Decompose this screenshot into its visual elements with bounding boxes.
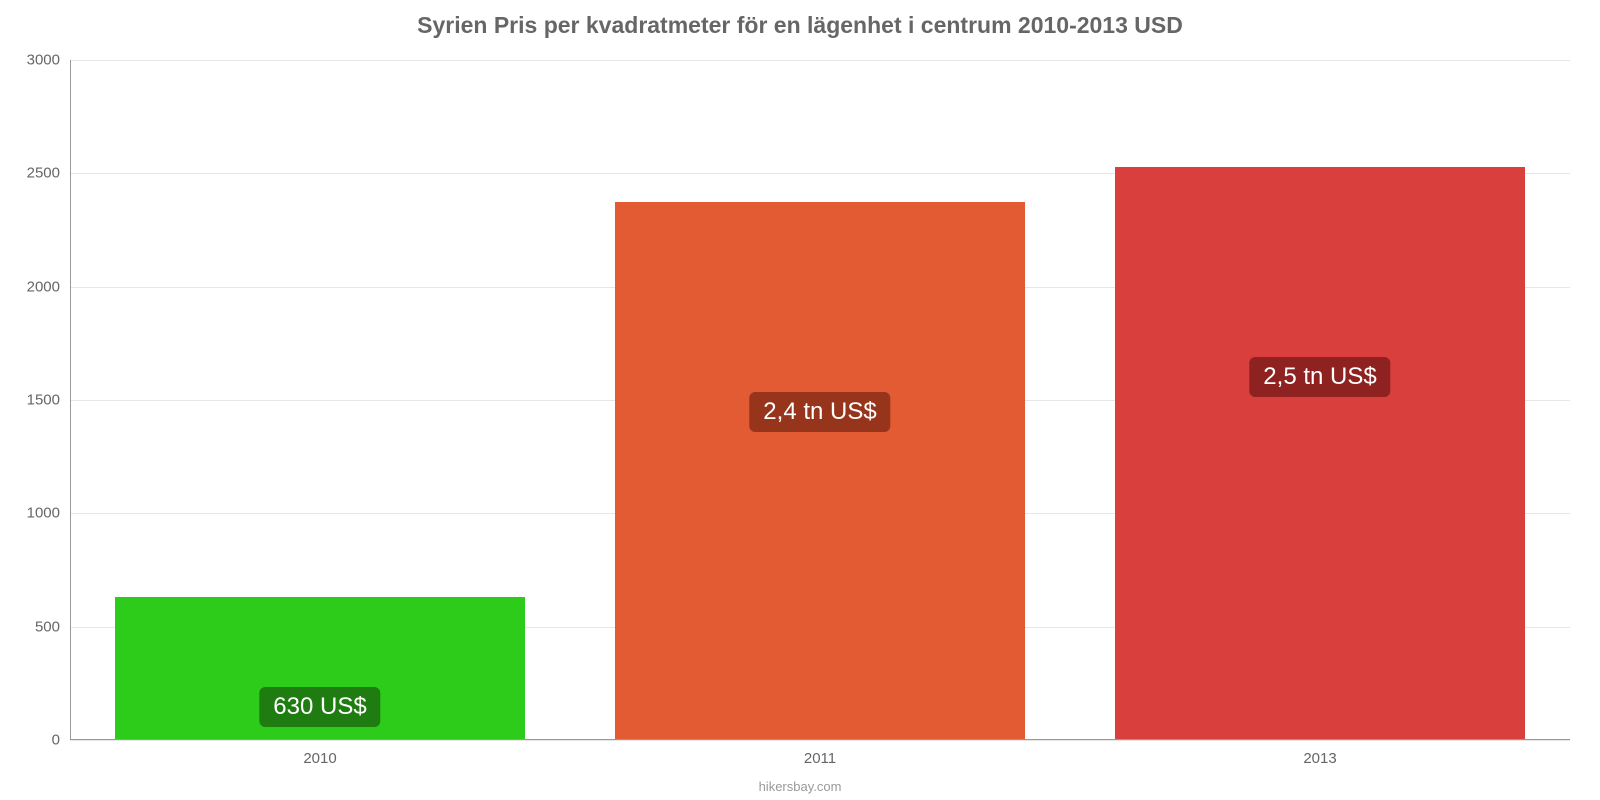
y-tick-label: 1500 — [10, 392, 60, 409]
bar: 630 US$ — [115, 597, 525, 740]
bar: 2,4 tn US$ — [615, 202, 1025, 740]
chart-container: Syrien Pris per kvadratmeter för en läge… — [0, 0, 1600, 800]
bar-slot: 2,5 tn US$2013 — [1070, 60, 1570, 740]
y-tick-label: 0 — [10, 732, 60, 749]
y-tick-label: 2000 — [10, 278, 60, 295]
credit-text: hikersbay.com — [0, 779, 1600, 794]
bar-slot: 630 US$2010 — [70, 60, 570, 740]
bar-value-label: 2,4 tn US$ — [749, 392, 890, 432]
x-tick-label: 2013 — [1303, 750, 1336, 767]
x-axis-line — [70, 739, 1570, 740]
y-tick-label: 1000 — [10, 505, 60, 522]
chart-title: Syrien Pris per kvadratmeter för en läge… — [0, 0, 1600, 39]
bar-value-label: 2,5 tn US$ — [1249, 357, 1390, 397]
grid-line — [70, 740, 1570, 741]
y-tick-label: 500 — [10, 618, 60, 635]
x-tick-label: 2011 — [804, 750, 836, 767]
y-tick-label: 2500 — [10, 165, 60, 182]
y-tick-label: 3000 — [10, 52, 60, 69]
y-axis-line — [70, 60, 71, 740]
bar-value-label: 630 US$ — [259, 687, 380, 727]
bar-slot: 2,4 tn US$2011 — [570, 60, 1070, 740]
bar: 2,5 tn US$ — [1115, 167, 1525, 740]
bars-group: 630 US$20102,4 tn US$20112,5 tn US$2013 — [70, 60, 1570, 740]
plot-area: 630 US$20102,4 tn US$20112,5 tn US$2013 — [70, 60, 1570, 740]
x-tick-label: 2010 — [303, 750, 336, 767]
